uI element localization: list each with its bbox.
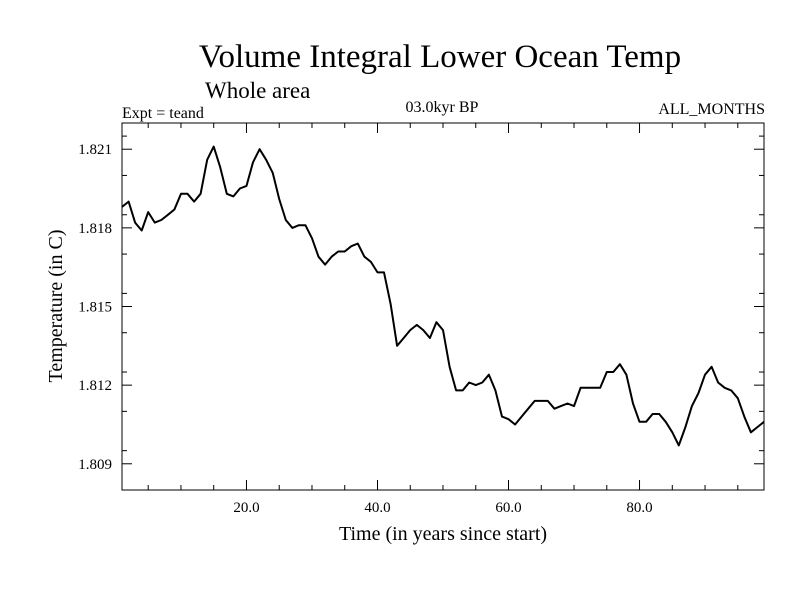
y-tick-label: 1.818 bbox=[78, 221, 112, 237]
y-tick-label: 1.809 bbox=[78, 457, 112, 473]
x-tick-label: 40.0 bbox=[364, 500, 390, 516]
y-tick-label: 1.821 bbox=[78, 142, 112, 158]
chart-subtitle: Whole area bbox=[205, 78, 310, 103]
y-axis: 1.809 1.812 1.815 1.818 1.821 bbox=[78, 135, 764, 491]
chart-title: Volume Integral Lower Ocean Temp bbox=[199, 39, 681, 75]
header-center-label: 03.0kyr BP bbox=[406, 99, 479, 116]
x-axis: 20.0 40.0 60.0 80.0 bbox=[147, 123, 739, 516]
header-right-label: ALL_MONTHS bbox=[658, 101, 765, 118]
y-axis-label: Temperature (in C) bbox=[45, 230, 67, 383]
x-axis-label: Time (in years since start) bbox=[339, 523, 547, 545]
x-tick-label: 80.0 bbox=[626, 500, 652, 516]
y-tick-label: 1.812 bbox=[78, 378, 112, 394]
plot-frame bbox=[121, 122, 765, 491]
y-tick-label: 1.815 bbox=[78, 300, 112, 316]
x-tick-label: 20.0 bbox=[233, 500, 259, 516]
series-line bbox=[121, 145, 765, 447]
x-tick-label: 60.0 bbox=[495, 500, 521, 516]
header-left-label: Expt = teand bbox=[122, 105, 204, 122]
